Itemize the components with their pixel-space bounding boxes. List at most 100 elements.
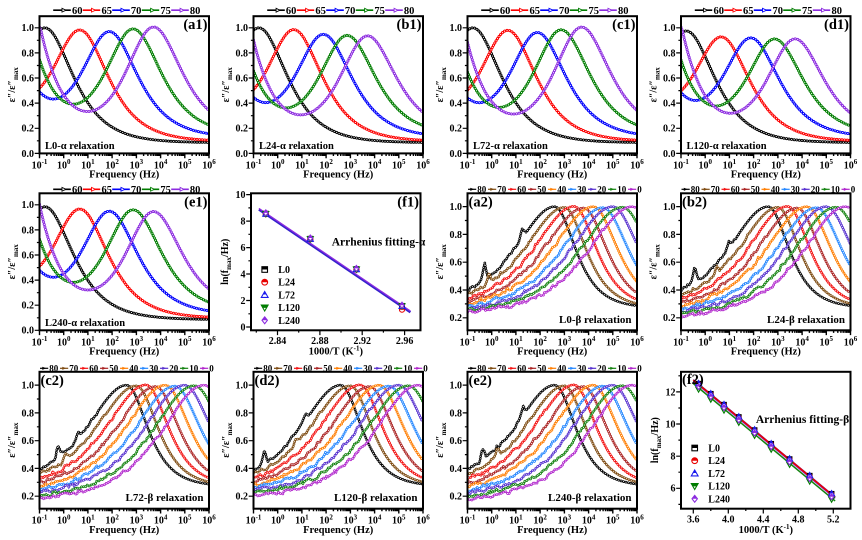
svg-text:80: 80 bbox=[190, 6, 201, 17]
svg-text:0.2: 0.2 bbox=[450, 124, 463, 135]
svg-text:0.8: 0.8 bbox=[450, 48, 463, 59]
svg-text:70: 70 bbox=[559, 6, 570, 17]
svg-text:ln(fmax/Hz): ln(fmax/Hz) bbox=[650, 417, 663, 463]
svg-text:0.2: 0.2 bbox=[236, 124, 249, 135]
svg-text:50: 50 bbox=[323, 364, 333, 374]
svg-text:Frequency (Hz): Frequency (Hz) bbox=[517, 170, 588, 181]
svg-text:10: 10 bbox=[189, 364, 199, 374]
svg-text:1000/T (K-1): 1000/T (K-1) bbox=[739, 523, 794, 536]
svg-text:0.2: 0.2 bbox=[22, 301, 35, 312]
svg-text:70: 70 bbox=[131, 6, 142, 17]
svg-text:80: 80 bbox=[477, 364, 487, 374]
svg-text:1000/T (K-1): 1000/T (K-1) bbox=[309, 345, 364, 358]
svg-text:75: 75 bbox=[160, 6, 171, 17]
svg-text:50: 50 bbox=[537, 364, 547, 374]
svg-text:0.2: 0.2 bbox=[450, 313, 463, 324]
svg-text:0.6: 0.6 bbox=[663, 258, 676, 269]
svg-text:5.2: 5.2 bbox=[827, 515, 840, 526]
svg-text:4.8: 4.8 bbox=[792, 515, 805, 526]
svg-text:L240-α relaxation: L240-α relaxation bbox=[45, 318, 125, 329]
svg-text:6: 6 bbox=[241, 243, 246, 254]
svg-text:0.6: 0.6 bbox=[236, 436, 249, 447]
svg-text:6: 6 bbox=[671, 484, 676, 495]
svg-text:40: 40 bbox=[343, 364, 353, 374]
svg-text:60: 60 bbox=[72, 6, 83, 17]
svg-text:60: 60 bbox=[517, 364, 527, 374]
svg-text:4.0: 4.0 bbox=[722, 515, 735, 526]
svg-text:1.0: 1.0 bbox=[22, 200, 35, 211]
svg-text:L72-β relaxation: L72-β relaxation bbox=[125, 492, 203, 504]
svg-text:Frequency (Hz): Frequency (Hz) bbox=[303, 170, 374, 181]
svg-text:(d1): (d1) bbox=[824, 17, 849, 33]
svg-text:ln(fmax/Hz): ln(fmax/Hz) bbox=[220, 239, 233, 285]
svg-text:0.8: 0.8 bbox=[450, 230, 463, 241]
svg-text:0.2: 0.2 bbox=[236, 492, 249, 503]
svg-text:Frequency (Hz): Frequency (Hz) bbox=[89, 525, 160, 536]
svg-text:40: 40 bbox=[557, 185, 567, 195]
svg-text:Frequency (Hz): Frequency (Hz) bbox=[89, 347, 160, 358]
svg-text:75: 75 bbox=[802, 6, 813, 17]
svg-text:0.6: 0.6 bbox=[663, 73, 676, 84]
svg-text:0.4: 0.4 bbox=[450, 99, 463, 110]
svg-text:2.84: 2.84 bbox=[269, 336, 287, 347]
svg-text:70: 70 bbox=[773, 6, 784, 17]
svg-text:30: 30 bbox=[577, 364, 587, 374]
svg-text:L24-β relaxation: L24-β relaxation bbox=[767, 314, 845, 326]
svg-text:2.92: 2.92 bbox=[353, 336, 371, 347]
svg-text:75: 75 bbox=[589, 6, 600, 17]
svg-text:75: 75 bbox=[374, 6, 385, 17]
svg-text:1.0: 1.0 bbox=[236, 23, 249, 34]
svg-text:0: 0 bbox=[241, 322, 246, 333]
svg-text:L72-α relaxation: L72-α relaxation bbox=[473, 141, 548, 152]
svg-text:(c1): (c1) bbox=[612, 17, 636, 33]
svg-text:L0-α relaxation: L0-α relaxation bbox=[45, 141, 115, 152]
svg-text:0.2: 0.2 bbox=[450, 492, 463, 503]
svg-text:(e2): (e2) bbox=[469, 373, 493, 389]
svg-text:0.8: 0.8 bbox=[22, 48, 35, 59]
svg-text:Frequency (Hz): Frequency (Hz) bbox=[731, 347, 802, 358]
svg-text:0.6: 0.6 bbox=[22, 250, 35, 261]
svg-text:(a2): (a2) bbox=[469, 195, 493, 211]
svg-text:L0: L0 bbox=[278, 265, 290, 276]
svg-text:70: 70 bbox=[497, 364, 507, 374]
svg-text:0: 0 bbox=[209, 364, 214, 374]
svg-text:0.0: 0.0 bbox=[22, 149, 35, 160]
svg-text:L24: L24 bbox=[708, 456, 725, 467]
svg-text:L240: L240 bbox=[278, 316, 300, 327]
svg-text:60: 60 bbox=[286, 6, 297, 17]
svg-text:70: 70 bbox=[711, 185, 721, 195]
svg-text:2.96: 2.96 bbox=[396, 336, 414, 347]
svg-text:65: 65 bbox=[530, 6, 541, 17]
svg-text:70: 70 bbox=[283, 364, 293, 374]
svg-text:0.0: 0.0 bbox=[236, 149, 249, 160]
svg-text:30: 30 bbox=[149, 364, 159, 374]
svg-text:L24: L24 bbox=[278, 278, 295, 289]
svg-text:L120: L120 bbox=[708, 482, 730, 493]
svg-text:50: 50 bbox=[109, 364, 119, 374]
svg-text:0.6: 0.6 bbox=[450, 258, 463, 269]
svg-text:20: 20 bbox=[169, 364, 179, 374]
svg-text:0.8: 0.8 bbox=[236, 48, 249, 59]
svg-text:Frequency (Hz): Frequency (Hz) bbox=[731, 170, 802, 181]
svg-text:60: 60 bbox=[714, 6, 725, 17]
svg-text:30: 30 bbox=[577, 185, 587, 195]
svg-text:2.88: 2.88 bbox=[311, 336, 329, 347]
svg-text:0.0: 0.0 bbox=[22, 326, 35, 337]
svg-text:0: 0 bbox=[423, 364, 428, 374]
svg-text:80: 80 bbox=[832, 6, 843, 17]
svg-text:0.4: 0.4 bbox=[22, 99, 35, 110]
svg-text:40: 40 bbox=[129, 364, 139, 374]
svg-text:0.2: 0.2 bbox=[663, 124, 676, 135]
svg-text:60: 60 bbox=[500, 6, 511, 17]
svg-text:0.8: 0.8 bbox=[22, 225, 35, 236]
svg-text:75: 75 bbox=[160, 185, 171, 196]
svg-text:0.4: 0.4 bbox=[22, 276, 35, 287]
svg-text:2: 2 bbox=[241, 296, 246, 307]
svg-text:L72: L72 bbox=[278, 290, 295, 301]
svg-text:40: 40 bbox=[557, 364, 567, 374]
svg-text:50: 50 bbox=[537, 185, 547, 195]
svg-text:Frequency (Hz): Frequency (Hz) bbox=[89, 170, 160, 181]
svg-text:0.8: 0.8 bbox=[236, 408, 249, 419]
svg-text:30: 30 bbox=[791, 185, 801, 195]
svg-text:0: 0 bbox=[637, 185, 642, 195]
